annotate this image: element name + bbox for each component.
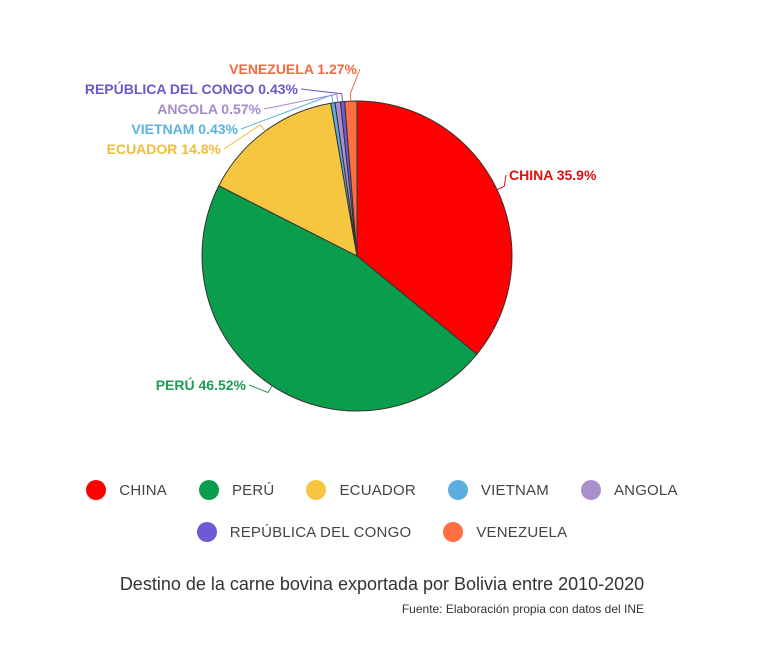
leader-line-china xyxy=(496,174,507,191)
legend-row-1: CHINA PERÚ ECUADOR VIETNAM ANGOLA xyxy=(0,480,764,500)
legend-swatch-venezuela xyxy=(443,522,464,542)
slice-label-china: CHINA 35.9% xyxy=(509,167,597,183)
slice-label-venezuela: VENEZUELA 1.27% xyxy=(229,61,357,77)
legend-swatch-peru xyxy=(198,480,219,500)
slice-labels: CHINA 35.9% PERÚ 46.52% ECUADOR 14.8% VIETN… xyxy=(85,61,597,393)
legend-swatch-ecuador xyxy=(306,480,327,500)
pie-chart: CHINA 35.9% PERÚ 46.52% ECUADOR 14.8% VIETN… xyxy=(85,61,597,412)
chart-title: Destino de la carne bovina exportada por… xyxy=(119,574,645,594)
legend-item-ecuador: ECUADOR xyxy=(306,480,416,500)
legend-label-vietnam: VIETNAM xyxy=(480,481,549,499)
leader-line-republica-del-congo xyxy=(300,88,344,102)
slice-label-peru: PERÚ 46.52% xyxy=(156,376,247,393)
legend-swatch-angola xyxy=(580,480,601,500)
legend-label-ecuador: ECUADOR xyxy=(339,481,416,499)
legend-label-china: CHINA xyxy=(119,481,167,499)
leader-line-venezuela xyxy=(349,68,361,102)
leader-line-peru xyxy=(248,384,273,394)
pie-slices xyxy=(201,100,513,412)
legend-label-peru: PERÚ xyxy=(231,481,275,499)
legend-item-peru: PERÚ xyxy=(198,480,275,500)
slice-label-republica-del-congo: REPÚBLICA DEL CONGO 0.43% xyxy=(85,80,299,97)
legend-row-2: REPÚBLICA DEL CONGO VENEZUELA xyxy=(0,522,764,542)
chart-source: Fuente: Elaboración propia con datos del… xyxy=(401,602,644,616)
legend-label-venezuela: VENEZUELA xyxy=(476,523,568,541)
legend-swatch-china xyxy=(86,480,107,500)
legend-label-republica-del-congo: REPÚBLICA DEL CONGO xyxy=(229,523,412,541)
legend-swatch-vietnam xyxy=(447,480,468,500)
slice-label-ecuador: ECUADOR 14.8% xyxy=(107,141,222,157)
legend-item-angola: ANGOLA xyxy=(580,480,678,500)
legend-item-venezuela: VENEZUELA xyxy=(443,522,567,542)
legend-item-vietnam: VIETNAM xyxy=(447,480,549,500)
leader-line-angola xyxy=(263,93,339,110)
legend-label-angola: ANGOLA xyxy=(613,481,678,499)
slice-label-vietnam: VIETNAM 0.43% xyxy=(131,121,238,137)
label-leader-lines xyxy=(223,68,507,394)
legend-swatch-republica-del-congo xyxy=(196,522,217,542)
legend-item-republica-del-congo: REPÚBLICA DEL CONGO xyxy=(196,522,412,542)
pie-slice-venezuela xyxy=(344,100,358,257)
pie-slice-ecuador xyxy=(218,102,358,257)
legend-item-china: CHINA xyxy=(86,480,167,500)
slice-label-angola: ANGOLA 0.57% xyxy=(157,101,261,117)
leader-line-ecuador xyxy=(223,124,266,150)
